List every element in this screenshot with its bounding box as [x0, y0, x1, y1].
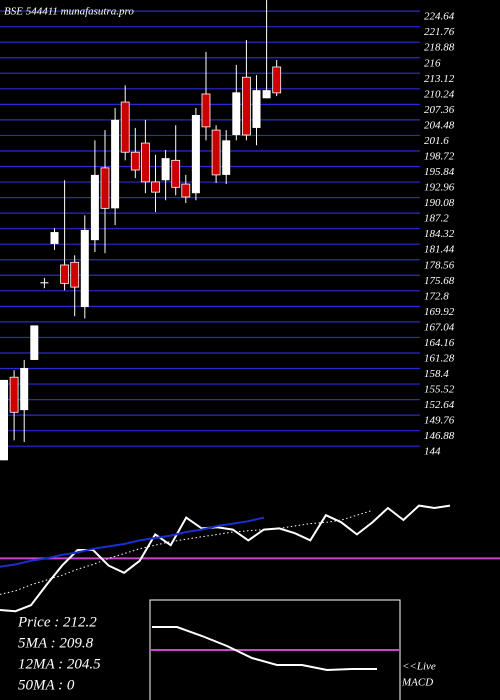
candle-body — [252, 90, 261, 128]
candle-body — [241, 76, 251, 136]
candle-body — [151, 181, 160, 193]
y-tick-label: 144 — [424, 446, 441, 458]
y-tick-label: 213.12 — [424, 73, 455, 85]
y-tick-label: 164.16 — [424, 337, 455, 349]
candle-body — [191, 115, 200, 194]
candle-body — [100, 167, 110, 209]
y-tick-label: 210.24 — [424, 88, 455, 100]
candle-body — [120, 101, 130, 153]
indicator-line — [0, 509, 373, 595]
candle-body — [272, 66, 282, 94]
candle-body — [161, 158, 170, 181]
candle-body — [80, 229, 89, 308]
y-tick-label: 216 — [424, 57, 441, 69]
candle-body — [262, 90, 271, 99]
y-tick-label: 218.88 — [424, 42, 455, 54]
y-tick-label: 221.76 — [424, 26, 455, 38]
indicator-label: 5MA : 209.8 — [18, 635, 94, 651]
candle-body — [9, 376, 19, 413]
y-tick-label: 161.28 — [424, 353, 455, 365]
macd-frame — [149, 599, 401, 700]
y-tick-label: 201.6 — [424, 135, 449, 147]
y-tick-label: 207.36 — [424, 104, 455, 116]
mark-layer — [0, 0, 500, 672]
indicator-line — [152, 626, 377, 672]
y-tick-label: 152.64 — [424, 399, 455, 411]
y-tick-label: 178.56 — [424, 259, 455, 271]
candle-body — [60, 264, 69, 284]
y-tick-label: 187.2 — [424, 213, 449, 225]
candle-body — [171, 159, 181, 188]
indicator-line — [0, 516, 265, 568]
y-tick-label: 169.92 — [424, 306, 455, 318]
candle-body — [201, 93, 211, 128]
candle-body — [30, 325, 39, 360]
candle-body — [181, 183, 191, 198]
grid-layer — [0, 10, 420, 700]
y-tick-label: 224.64 — [424, 11, 455, 23]
macd-label: <<Live — [402, 661, 436, 673]
candle-body — [222, 140, 231, 175]
candle-body — [20, 368, 29, 411]
text-layer: 144 146.88 149.76 152.64 155.52 158.4 161.28 16… — [17, 11, 455, 694]
y-tick-label: 155.52 — [424, 384, 455, 396]
y-tick-label: 190.08 — [424, 197, 455, 209]
candle-body — [0, 379, 8, 461]
y-tick-label: 172.8 — [424, 290, 449, 302]
y-tick-label: 181.44 — [424, 244, 455, 256]
macd-label: MACD — [401, 677, 433, 689]
y-tick-label: 204.48 — [424, 119, 455, 131]
y-tick-label: 146.88 — [424, 430, 455, 442]
y-tick-label: 195.84 — [424, 166, 455, 178]
y-tick-label: 167.04 — [424, 321, 455, 333]
candle-body — [211, 129, 221, 176]
candle-body — [111, 119, 120, 209]
candle-body — [90, 174, 99, 241]
candle-body — [50, 232, 59, 244]
candle-body — [140, 142, 150, 183]
y-tick-label: 184.32 — [424, 228, 455, 240]
indicator-label: Price : 212.2 — [17, 614, 97, 630]
candle-body — [232, 92, 241, 135]
y-tick-label: 175.68 — [424, 275, 455, 287]
indicator-label: 50MA : 0 — [18, 677, 75, 693]
candle-body — [70, 261, 80, 288]
candle-body — [130, 151, 140, 171]
chart-title: BSE 544411 munafasutra.pro — [4, 6, 134, 18]
candle-body — [40, 282, 49, 284]
y-tick-label: 198.72 — [424, 151, 455, 163]
indicator-label: 12MA : 204.5 — [18, 656, 101, 672]
y-tick-label: 158.4 — [424, 368, 449, 380]
y-tick-label: 192.96 — [424, 182, 455, 194]
y-tick-label: 149.76 — [424, 415, 455, 427]
